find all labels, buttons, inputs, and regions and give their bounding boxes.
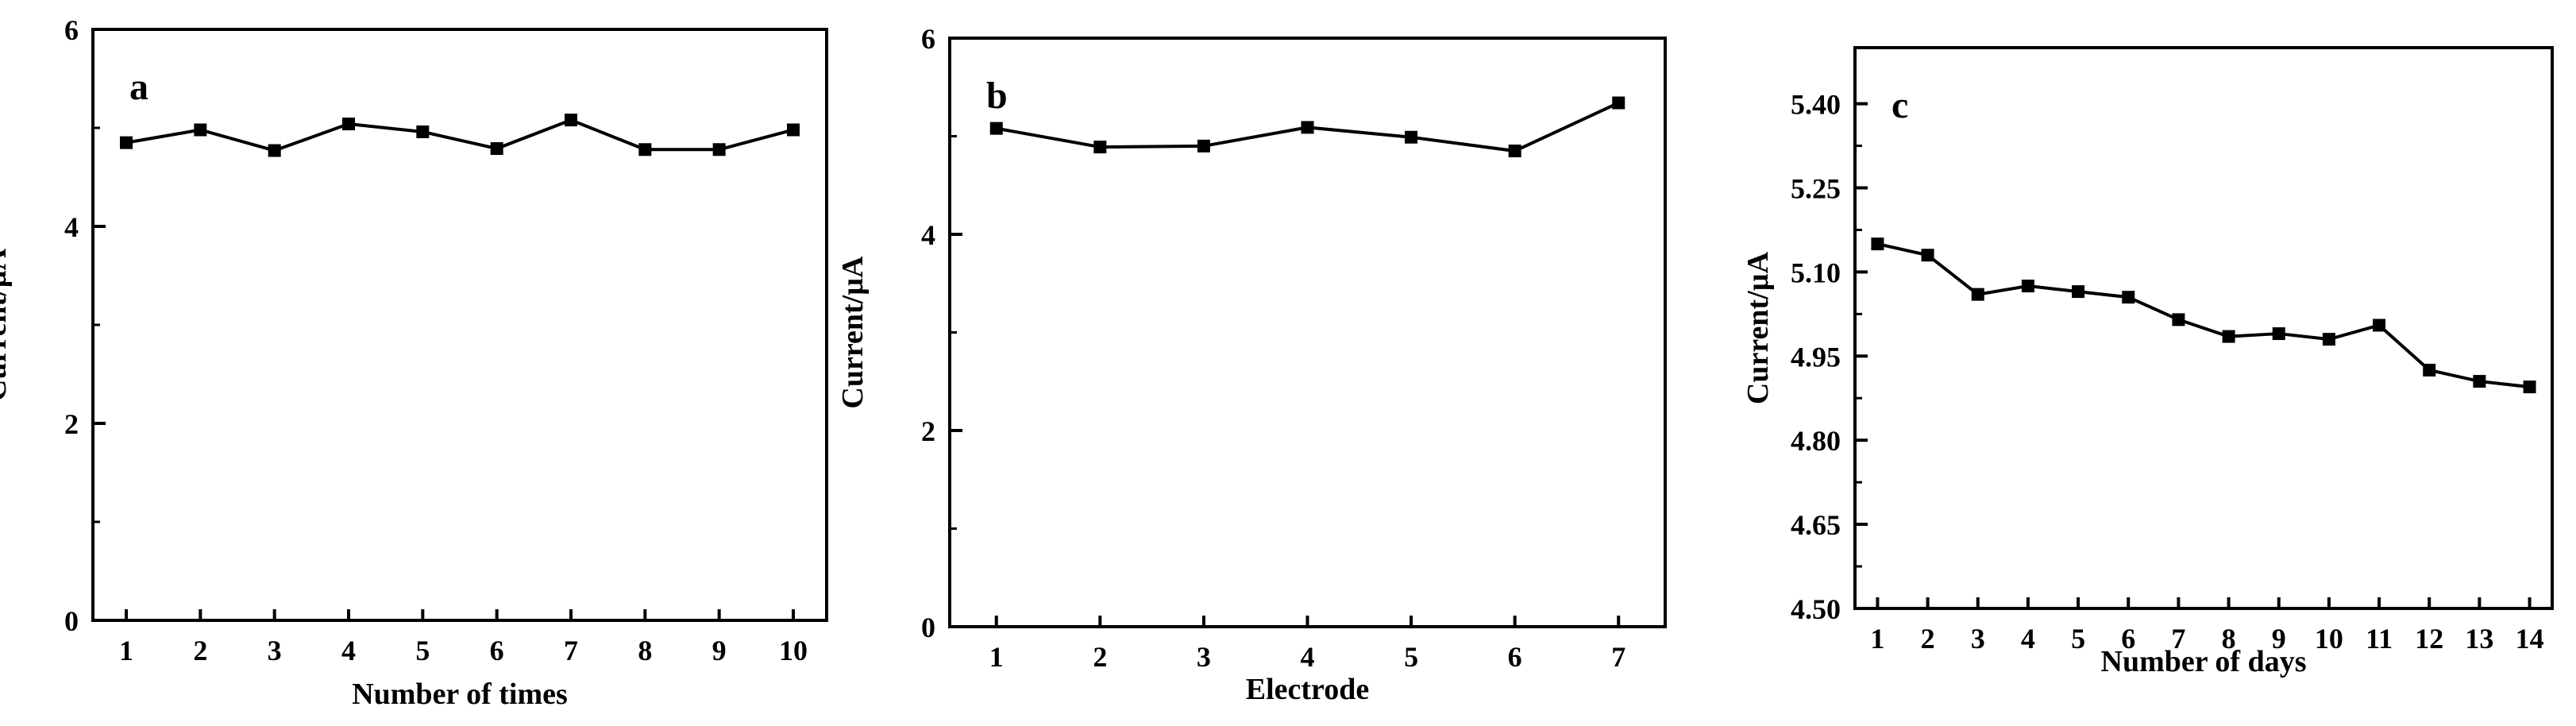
data-point (416, 125, 430, 138)
x-tick-label: 2 (193, 635, 207, 666)
plot-frame (1853, 46, 2554, 610)
data-point (2021, 280, 2034, 293)
panel-letter: c (1892, 84, 1908, 126)
data-point (989, 122, 1003, 135)
data-point (268, 144, 281, 157)
data-point (490, 142, 503, 156)
x-axis-label: Number of times (352, 678, 568, 711)
data-point (2523, 380, 2536, 394)
x-tick-label: 8 (638, 635, 652, 666)
data-point (2423, 363, 2436, 377)
x-tick-label: 5 (1404, 641, 1418, 673)
y-tick-label: 5.40 (1791, 89, 1841, 121)
x-tick-label: 6 (2121, 623, 2135, 655)
data-point (1971, 288, 1984, 301)
data-point (342, 118, 355, 131)
data-point (712, 143, 726, 156)
data-point (2172, 313, 2185, 326)
x-tick-label: 3 (1197, 641, 1211, 673)
x-tick-label: 9 (712, 635, 727, 666)
y-axis-label: Current/µA (0, 248, 13, 401)
y-tick-label: 0 (921, 612, 935, 643)
data-point (1871, 237, 1884, 251)
data-point (1301, 121, 1314, 134)
chart-panel-b: 1 2 3 4 5 6 7 0 2 4 6 Electrode Current/µA b (836, 23, 1667, 706)
x-tick-label: 3 (268, 635, 282, 666)
x-tick-label: 9 (2272, 623, 2286, 655)
chart-panel-c: 1 2 3 4 5 6 7 8 9 10 11 12 13 144.504.654.804.955.105… (1741, 46, 2554, 678)
series-line (1876, 242, 2530, 389)
data-point (565, 114, 577, 127)
x-tick-label: 12 (2415, 623, 2443, 655)
series-line (125, 118, 794, 153)
data-point (2322, 333, 2335, 346)
x-tick-label: 3 (1971, 623, 1985, 655)
x-tick-label: 13 (2465, 623, 2493, 655)
data-point (1197, 139, 1210, 153)
x-tick-label: 10 (779, 635, 808, 666)
data-point (2473, 375, 2486, 388)
data-point (787, 123, 800, 137)
y-tick-label: 4.80 (1791, 425, 1841, 457)
data-point (1612, 96, 1625, 110)
x-tick-label: 5 (415, 635, 430, 666)
y-axis-label: Current/µA (1741, 251, 1775, 404)
y-tick-label: 4 (64, 211, 79, 243)
y-tick-label: 4.95 (1791, 341, 1841, 373)
x-tick-label: 11 (2366, 623, 2393, 655)
y-tick-label: 2 (921, 415, 935, 447)
plot-frame (91, 28, 828, 622)
panel-letter: b (986, 75, 1008, 117)
y-tick-label: 2 (64, 408, 79, 440)
x-tick-label: 7 (564, 635, 578, 666)
data-point (120, 136, 133, 149)
data-point (2122, 291, 2135, 304)
data-point (1405, 130, 1418, 144)
data-point (2072, 285, 2085, 299)
x-tick-label: 14 (2516, 623, 2544, 655)
x-tick-label: 8 (2222, 623, 2236, 655)
data-point (1508, 145, 1521, 158)
x-tick-label: 6 (490, 635, 504, 666)
x-tick-label: 2 (1921, 623, 1935, 655)
y-tick-label: 4 (921, 219, 935, 251)
x-axis-label: Electrode (1246, 673, 1369, 706)
data-point (638, 143, 652, 156)
data-point (2272, 327, 2285, 341)
panel-letter: a (129, 66, 148, 108)
x-tick-label: 1 (1870, 623, 1884, 655)
x-tick-label: 2 (1093, 641, 1107, 673)
y-tick-label: 0 (64, 605, 79, 637)
y-tick-label: 5.10 (1791, 257, 1841, 288)
y-tick-label: 5.25 (1791, 173, 1841, 205)
data-point (2373, 319, 2386, 332)
data-point (194, 123, 207, 137)
y-tick-label: 4.50 (1791, 593, 1841, 625)
x-tick-label: 7 (2171, 623, 2185, 655)
x-tick-label: 4 (2021, 623, 2035, 655)
x-tick-label: 1 (989, 641, 1004, 673)
chart-panel-a: 1 2 3 4 5 6 7 8 9 10 0 2 4 6 Number of times Current/µA… (0, 14, 828, 711)
data-point (2222, 330, 2235, 343)
y-tick-label: 6 (64, 14, 79, 46)
x-tick-label: 4 (1301, 641, 1315, 673)
x-tick-label: 10 (2315, 623, 2343, 655)
x-tick-label: 5 (2071, 623, 2085, 655)
y-axis-label: Current/µA (836, 256, 870, 409)
x-tick-label: 7 (1611, 641, 1625, 673)
x-tick-label: 6 (1508, 641, 1522, 673)
x-tick-label: 1 (119, 635, 133, 666)
x-axis-label: Number of days (2101, 645, 2307, 678)
x-tick-label: 4 (341, 635, 356, 666)
data-point (1093, 141, 1107, 154)
y-tick-label: 6 (921, 23, 935, 55)
data-point (1921, 249, 1934, 262)
y-tick-label: 4.65 (1791, 509, 1841, 541)
